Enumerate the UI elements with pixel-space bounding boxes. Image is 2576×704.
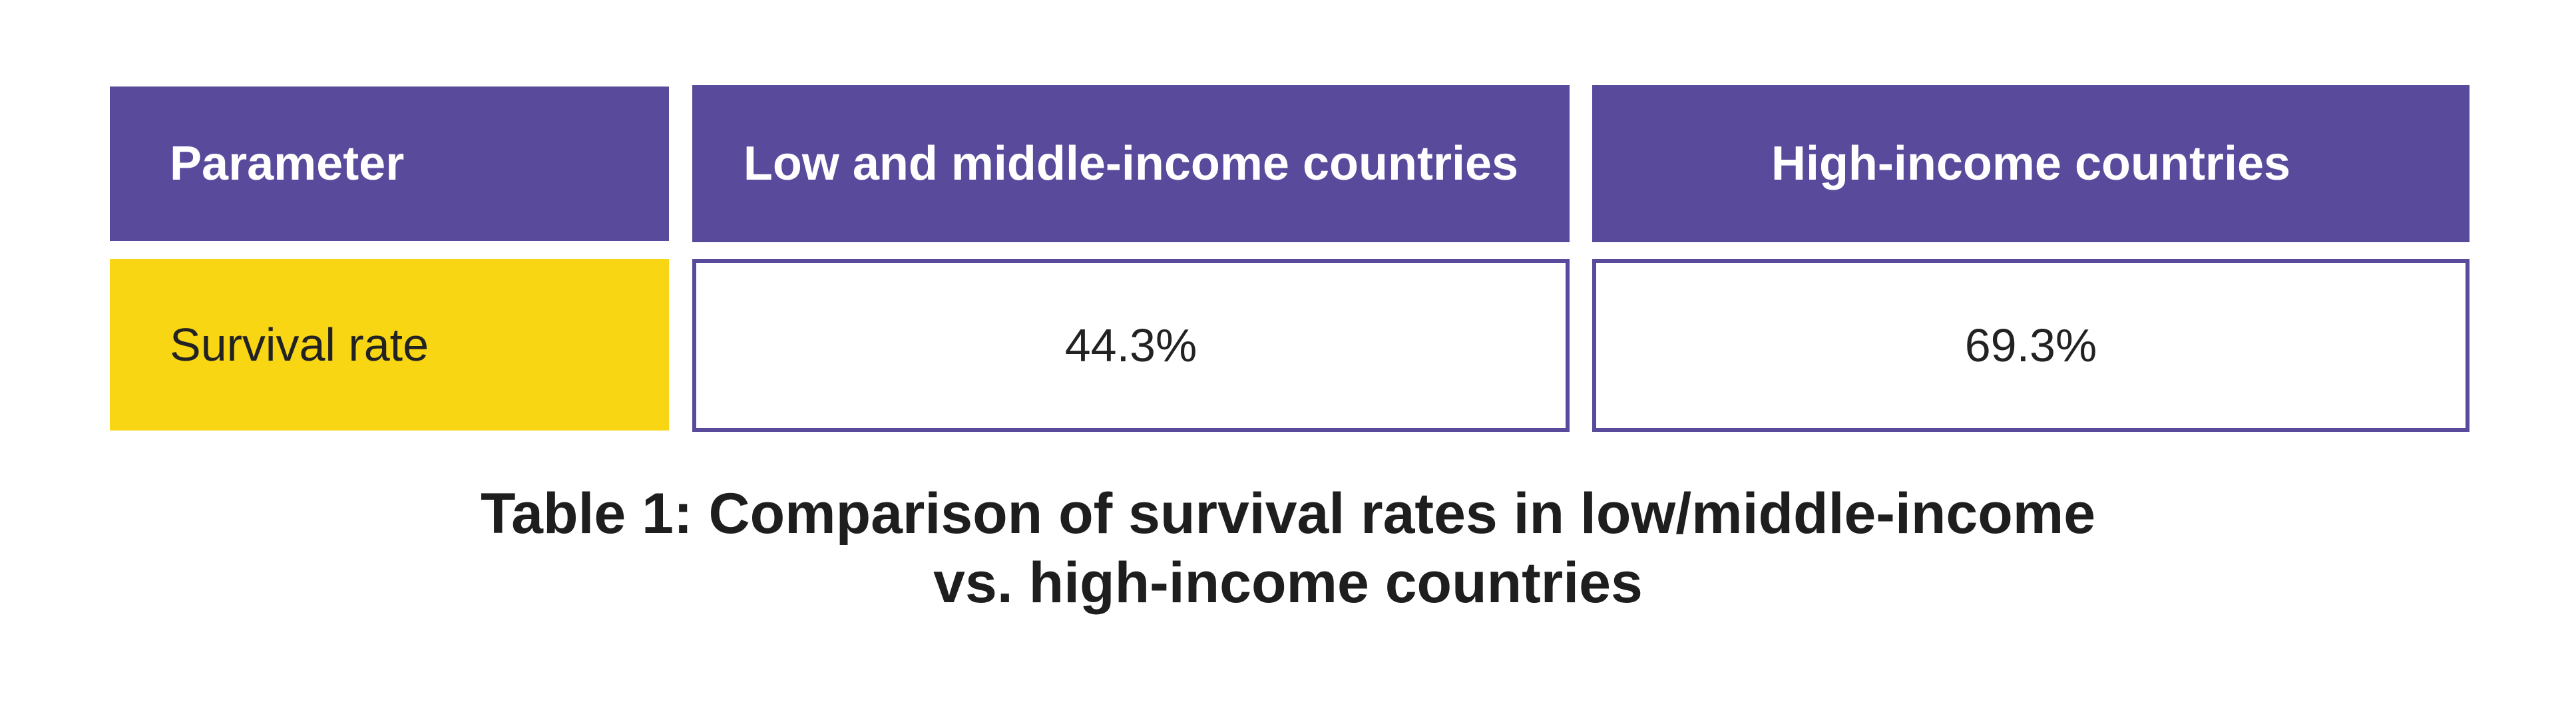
value-high-income: 69.3% <box>1592 259 2469 432</box>
caption-line-2: vs. high-income countries <box>933 551 1643 615</box>
header-low-middle-income-label: Low and middle-income countries <box>743 137 1519 190</box>
header-low-middle-income: Low and middle-income countries <box>692 85 1570 242</box>
header-high-income-label: High-income countries <box>1771 137 2291 190</box>
header-parameter: Parameter <box>110 87 669 241</box>
caption-line-1: Table 1: Comparison of survival rates in… <box>480 482 2096 546</box>
value-low-middle-income-text: 44.3% <box>1064 319 1197 371</box>
header-parameter-label: Parameter <box>170 137 405 190</box>
header-high-income: High-income countries <box>1592 85 2469 242</box>
table-caption: Table 1: Comparison of survival rates in… <box>0 479 2576 617</box>
row-label-text: Survival rate <box>170 319 429 371</box>
row-label-survival-rate: Survival rate <box>110 259 669 431</box>
value-low-middle-income: 44.3% <box>692 259 1570 432</box>
value-high-income-text: 69.3% <box>1964 319 2097 371</box>
